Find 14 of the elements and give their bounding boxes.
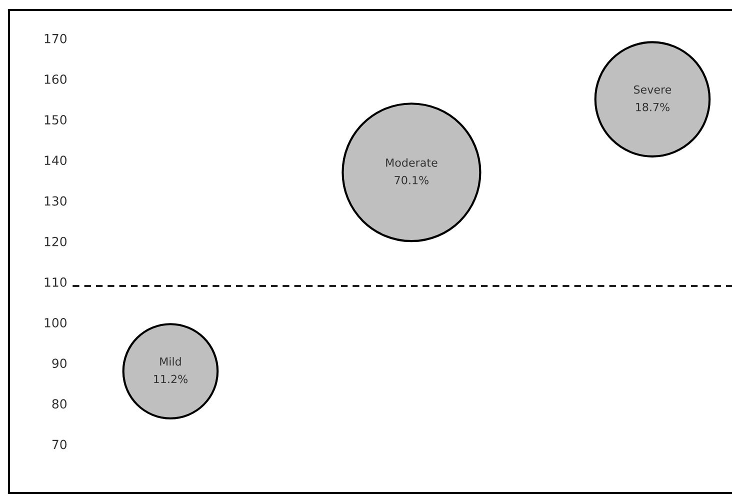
y-tick-label: 130 — [44, 196, 67, 206]
y-tick-label: 90 — [52, 358, 67, 368]
y-tick-label: 140 — [44, 156, 67, 166]
y-tick-label: 120 — [44, 236, 67, 246]
data-label: Moderate 70.1% — [386, 158, 438, 184]
y-tick-label: 150 — [44, 115, 67, 125]
y-tick-label: 110 — [44, 277, 67, 287]
y-tick-label: 70 — [52, 440, 67, 450]
data-label: Mild 11.2% — [154, 357, 188, 384]
y-tick-label: 80 — [52, 399, 67, 409]
y-tick-label: 170 — [44, 34, 67, 44]
y-tick-label: 100 — [44, 318, 67, 328]
y-tick-label: 160 — [44, 74, 67, 84]
data-label: Severe 18.7% — [634, 85, 672, 112]
